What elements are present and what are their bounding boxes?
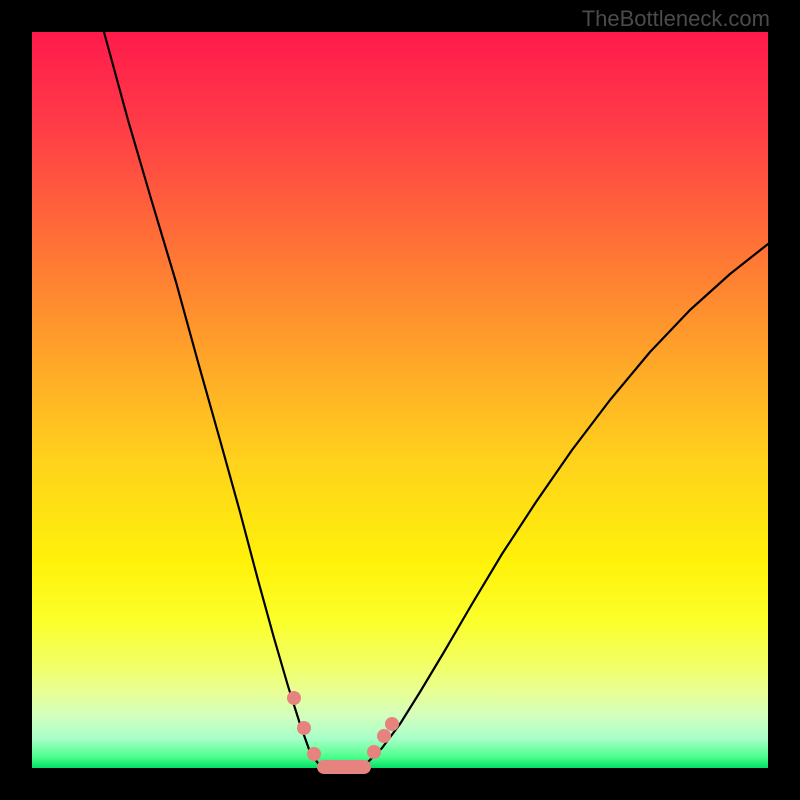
marker-dot — [385, 717, 399, 731]
marker-dot — [367, 745, 381, 759]
plot-area — [32, 32, 768, 768]
bottleneck-curve — [104, 32, 768, 767]
marker-dot — [287, 691, 301, 705]
curve-layer — [32, 32, 768, 768]
chart-root: TheBottleneck.com — [0, 0, 800, 800]
marker-dot — [377, 729, 391, 743]
marker-dot — [307, 747, 321, 761]
marker-dot — [297, 721, 311, 735]
watermark-text: TheBottleneck.com — [582, 6, 770, 32]
